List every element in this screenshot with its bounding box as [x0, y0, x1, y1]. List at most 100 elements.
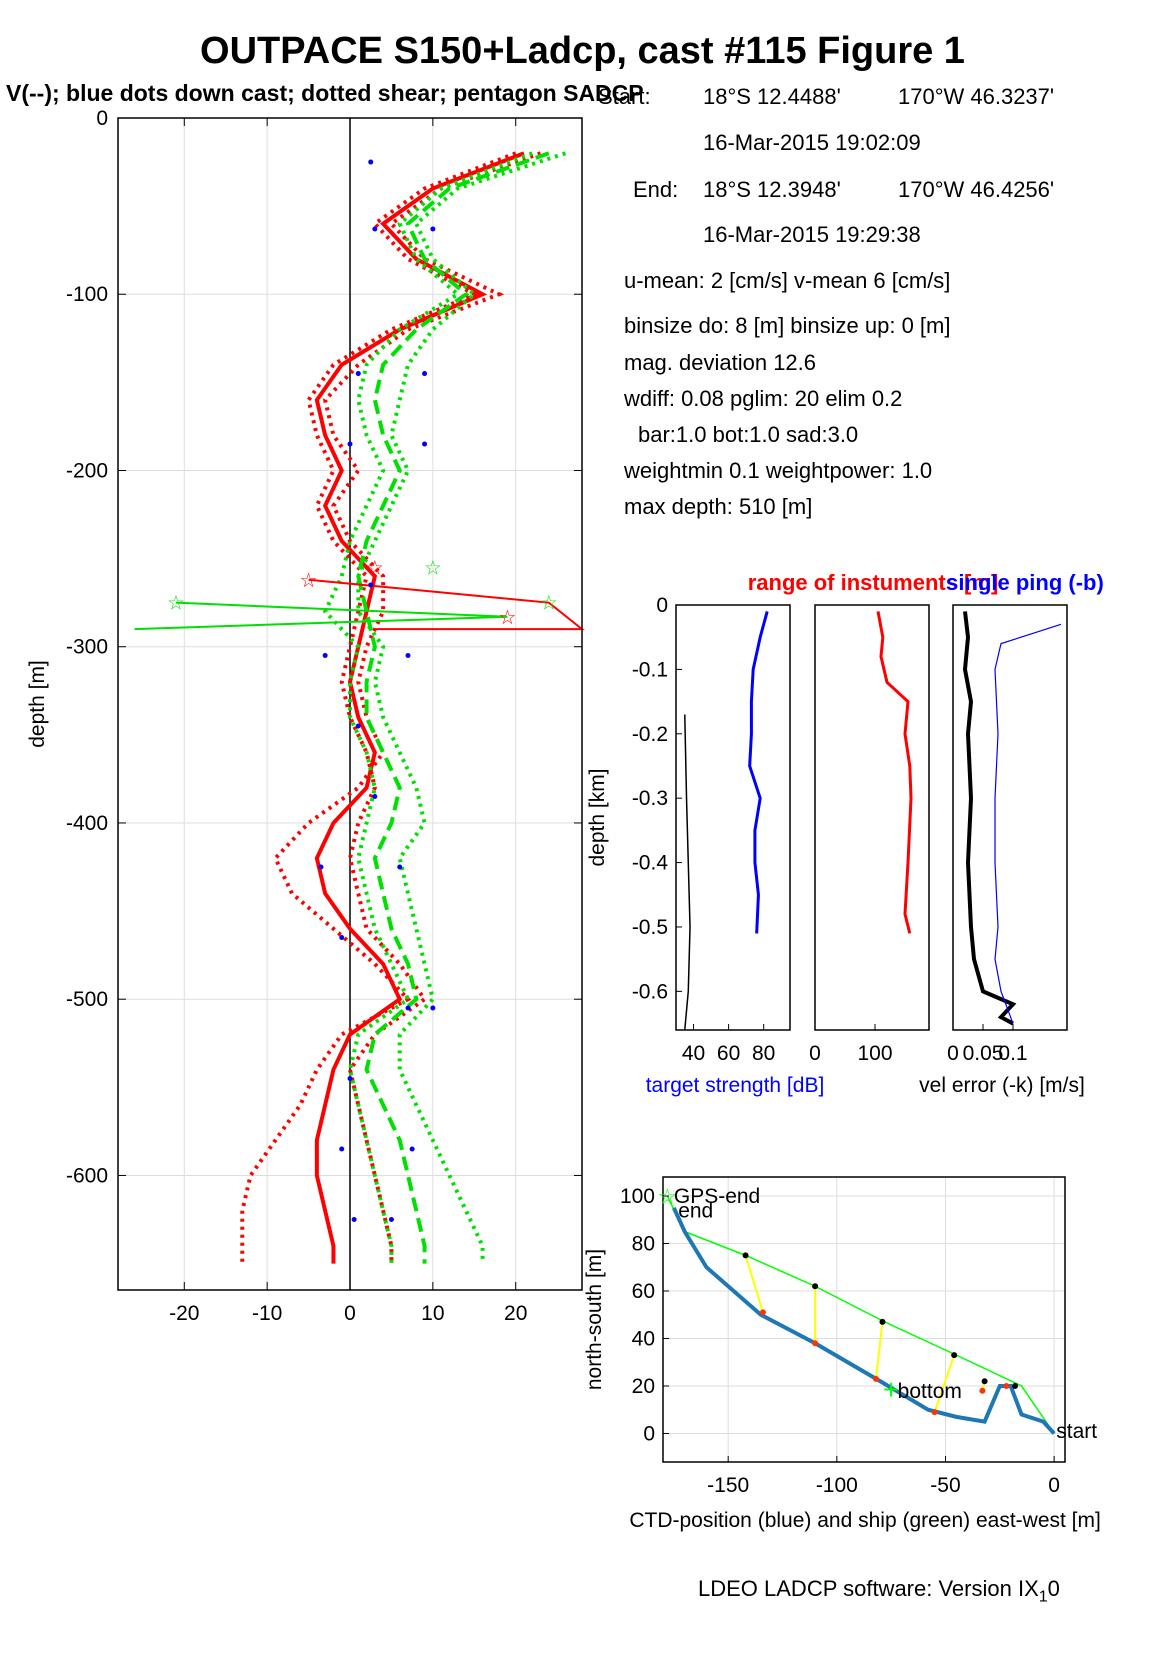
ts-xlabel: target strength [dB]: [646, 1074, 825, 1097]
gps-end-marker: ☆: [657, 1184, 677, 1209]
binsize-line: binsize do: 8 [m] binsize up: 0 [m]: [624, 313, 951, 338]
velocity-series-line: [356, 151, 550, 1264]
ship-point: [951, 1352, 958, 1359]
start-label: start: [1056, 1420, 1097, 1443]
y-tick-label: -0.2: [632, 723, 668, 746]
velocity-series-line: [322, 151, 534, 1264]
bottom-marker: +: [883, 1374, 899, 1405]
down-cast-dot: [347, 441, 353, 447]
vel-error-xlabel: vel error (-k) [m/s]: [919, 1074, 1085, 1097]
ctd-point: [759, 1309, 766, 1316]
sadcp-star: ☆: [424, 557, 442, 579]
y-tick-label: -0.4: [632, 852, 669, 875]
target-strength-panel: [675, 604, 791, 1031]
down-cast-dot: [368, 159, 374, 165]
end-label: End:: [633, 177, 679, 202]
sadcp-spike-red: [308, 578, 585, 631]
ship-track: [666, 1195, 1055, 1434]
end-time: 16-Mar-2015 19:29:38: [703, 222, 921, 247]
y-tick-label: 60: [632, 1280, 655, 1303]
down-cast-dot: [409, 1146, 415, 1152]
vel-error-series-line: [994, 623, 1062, 1024]
ctd-point: [812, 1340, 819, 1347]
figure-subtitle: V(--); blue dots down cast; dotted shear…: [6, 80, 644, 106]
target-strength-series-line: [748, 611, 769, 934]
ctd-track: [672, 1207, 1056, 1435]
down-cast-dot: [355, 371, 361, 377]
x-tick-label: 20: [504, 1302, 527, 1325]
x-tick-label: -100: [816, 1474, 858, 1497]
maxdepth-line: max depth: 510 [m]: [624, 494, 813, 519]
end-lat: 18°S 12.3948': [703, 177, 841, 202]
velocity-series-line: [314, 151, 525, 1264]
y-tick-label: 0: [643, 1423, 655, 1446]
y-tick-label: -500: [66, 988, 108, 1011]
velocity-series-line: [356, 151, 567, 1264]
range-panel: [814, 604, 930, 1031]
down-cast-dot: [397, 864, 403, 870]
track-axes-frame: [662, 1176, 1066, 1463]
sadcp-star: ☆: [300, 570, 318, 592]
x-tick-label: 10: [421, 1302, 444, 1325]
vel-error-panel: [952, 604, 1068, 1031]
sadcp-star: ☆: [540, 593, 558, 615]
start-label: Start:: [598, 84, 651, 109]
weight-line: weightmin 0.1 weightpower: 1.0: [624, 458, 933, 483]
end-lon: 170°W 46.4256': [898, 177, 1055, 202]
track-ylabel: north-south [m]: [583, 1249, 606, 1390]
down-cast-dot: [372, 794, 378, 800]
down-cast-dot: [422, 371, 428, 377]
down-cast-dot: [430, 226, 436, 232]
y-tick-label: -400: [66, 812, 108, 835]
down-cast-dot: [339, 1146, 345, 1152]
x-tick-label: 0: [947, 1042, 959, 1065]
sadcp-spike-green: [134, 601, 508, 631]
gps-end-label: GPS-end: [674, 1185, 760, 1208]
ship-point: [981, 1378, 988, 1385]
velocity-ylabel: depth [m]: [26, 660, 49, 748]
y-tick-label: 20: [632, 1375, 655, 1398]
ship-point: [742, 1252, 749, 1259]
x-tick-label: 0: [1048, 1474, 1060, 1497]
target-strength-series-line: [684, 714, 691, 1031]
down-cast-dot: [322, 653, 328, 659]
down-cast-dot: [405, 653, 411, 659]
x-tick-label: 100: [857, 1042, 892, 1065]
track-connector: [874, 1321, 884, 1379]
sadcp-star: ☆: [366, 557, 384, 579]
start-lat: 18°S 12.4488': [703, 84, 841, 109]
velocity-panel: ☆ ☆ ☆ ☆ ☆ ☆: [117, 117, 585, 1291]
y-tick-label: -0.5: [632, 916, 668, 939]
x-tick-label: 80: [752, 1042, 775, 1065]
down-cast-dot: [368, 582, 374, 588]
range-series-line: [876, 611, 913, 934]
y-tick-label: -0.6: [632, 980, 668, 1003]
bar-line: bar:1.0 bot:1.0 sad:3.0: [638, 422, 859, 447]
ctd-point: [931, 1409, 938, 1416]
x-tick-label: -10: [252, 1302, 282, 1325]
vel-error-axes-frame: [952, 604, 1068, 1031]
ship-point: [1012, 1383, 1019, 1389]
y-tick-label: -600: [66, 1164, 108, 1187]
sadcp-star: ☆: [167, 593, 185, 615]
x-tick-label: 0.05: [963, 1042, 1004, 1065]
x-tick-label: 0: [344, 1302, 356, 1325]
x-tick-label: -50: [930, 1474, 960, 1497]
down-cast-dot: [355, 723, 361, 729]
y-tick-label: 80: [632, 1233, 655, 1256]
vel-error-series-line: [962, 611, 1017, 1026]
x-tick-label: 0.1: [998, 1042, 1027, 1065]
down-cast-dot: [347, 1076, 353, 1082]
means-line: u-mean: 2 [cm/s] v-mean 6 [cm/s]: [624, 268, 951, 293]
x-tick-label: -20: [169, 1302, 199, 1325]
target-strength-axes-frame: [675, 604, 791, 1031]
x-tick-label: -150: [707, 1474, 749, 1497]
range-title: range of instuments [m]: [748, 570, 999, 595]
y-tick-label: 0: [656, 594, 668, 617]
start-lon: 170°W 46.3237': [898, 84, 1055, 109]
y-tick-label: 40: [632, 1328, 655, 1351]
y-tick-label: -0.1: [632, 658, 668, 681]
velocity-series-line: [306, 151, 517, 1264]
range-axes-frame: [814, 604, 930, 1031]
x-tick-label: 60: [717, 1042, 740, 1065]
